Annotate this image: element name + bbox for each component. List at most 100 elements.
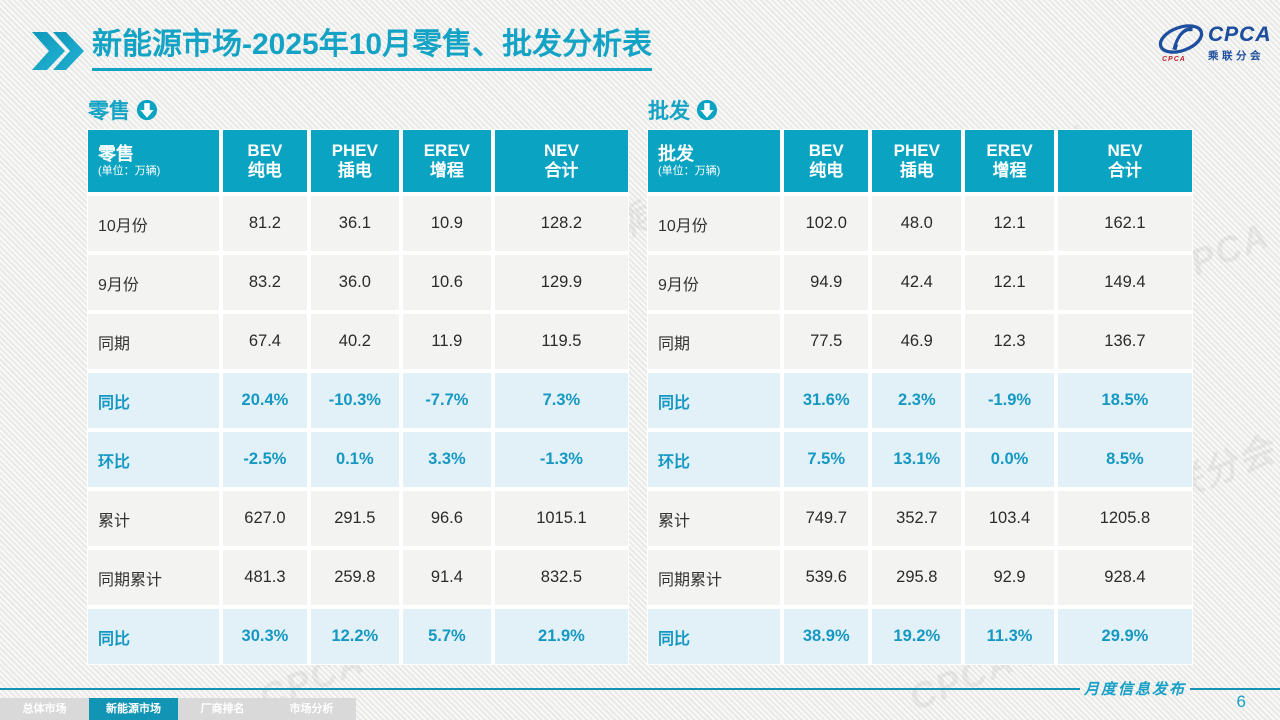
cell-value: -7.7% [402, 373, 491, 428]
cell-value: 94.9 [784, 255, 869, 310]
cell-value: 129.9 [494, 255, 628, 310]
cell-value: 10.9 [402, 196, 491, 251]
row-label: 同期 [648, 314, 780, 369]
cell-value: 119.5 [494, 314, 628, 369]
row-label: 同期累计 [88, 550, 219, 605]
cell-value: 128.2 [494, 196, 628, 251]
column-header-en: EREV [986, 140, 1033, 160]
cell-value: 92.9 [965, 550, 1054, 605]
row-label: 9月份 [648, 255, 780, 310]
column-header-zh: 纯电 [809, 161, 844, 180]
bottom-nav-tabs: 总体市场 新能源市场 厂商排名 市场分析 [0, 698, 356, 720]
cell-value: 352.7 [872, 491, 962, 546]
down-arrow-circle-icon [696, 99, 718, 121]
cell-value: 1015.1 [494, 491, 628, 546]
column-header-en: PHEV [893, 140, 940, 160]
column-header-en: PHEV [331, 140, 378, 160]
cell-value: 12.2% [310, 609, 399, 664]
cell-value: 8.5% [1057, 432, 1192, 487]
row-label: 10月份 [648, 196, 780, 251]
page-title: 新能源市场-2025年10月零售、批发分析表 [92, 28, 653, 71]
cell-value: 12.1 [965, 255, 1054, 310]
table-header-name: 零售 [98, 143, 134, 164]
wholesale-table: 批发 (单位：万辆) BEV 纯电 PHEV 插电 EREV 增程 NEV 合计 10月份 102.0… [648, 130, 1192, 664]
cpca-logo-main-text: CPCA [1208, 23, 1272, 46]
cell-value: 10.6 [402, 255, 491, 310]
column-header-zh: 增程 [992, 161, 1027, 180]
footer-divider-left [0, 688, 1080, 690]
cpca-logo-mini-text: CPCA [1162, 56, 1186, 63]
cell-value: 30.3% [223, 609, 307, 664]
cell-value: 162.1 [1057, 196, 1192, 251]
table-header-name: 批发 [658, 143, 694, 164]
cpca-logo-text: CPCA 乘联分会 [1208, 24, 1272, 63]
column-header-phev: PHEV 插电 [310, 130, 399, 192]
wholesale-caption-label: 批发 [648, 100, 690, 123]
cell-value: 2.3% [872, 373, 962, 428]
cell-value: 81.2 [223, 196, 307, 251]
row-label: 同比 [648, 373, 780, 428]
tab-厂商排名[interactable]: 厂商排名 [178, 698, 267, 720]
cell-value: 67.4 [223, 314, 307, 369]
row-label: 累计 [88, 491, 219, 546]
column-header-en: NEV [543, 140, 579, 160]
cell-value: 36.1 [310, 196, 399, 251]
column-header-en: BEV [808, 140, 844, 160]
page-title-rest: -2025年10月零售、批发分析表 [242, 28, 653, 61]
double-chevron-icon [32, 32, 84, 70]
cell-value: 481.3 [223, 550, 307, 605]
tab-市场分析[interactable]: 市场分析 [267, 698, 356, 720]
cell-value: 40.2 [310, 314, 399, 369]
cell-value: 291.5 [310, 491, 399, 546]
cell-value: 1205.8 [1057, 491, 1192, 546]
cell-value: 42.4 [872, 255, 962, 310]
wholesale-table-section: 批发 批发 (单位：万辆) BEV 纯电 PHEV 插电 EREV 增程 NEV 合计 10月份 10… [648, 96, 1192, 664]
column-header-bev: BEV 纯电 [223, 130, 307, 192]
column-header-zh: 纯电 [247, 161, 282, 180]
cell-value: 627.0 [223, 491, 307, 546]
row-label: 同比 [648, 609, 780, 664]
row-label: 环比 [88, 432, 219, 487]
cell-value: 7.5% [784, 432, 869, 487]
cell-value: 38.9% [784, 609, 869, 664]
cell-value: 7.3% [494, 373, 628, 428]
cpca-logo-emblem-icon [1158, 24, 1204, 54]
column-header-erev: EREV 增程 [965, 130, 1054, 192]
cell-value: 20.4% [223, 373, 307, 428]
cell-value: 31.6% [784, 373, 869, 428]
cell-value: -2.5% [223, 432, 307, 487]
column-header-en: BEV [247, 140, 283, 160]
column-header-en: NEV [1107, 140, 1143, 160]
cell-value: 102.0 [784, 196, 869, 251]
column-header-nev: NEV 合计 [1057, 130, 1192, 192]
row-label: 同期累计 [648, 550, 780, 605]
cell-value: 832.5 [494, 550, 628, 605]
footer-divider-right [1190, 688, 1280, 690]
cell-value: 46.9 [872, 314, 962, 369]
cell-value: -10.3% [310, 373, 399, 428]
tab-新能源市场[interactable]: 新能源市场 [89, 698, 178, 720]
cell-value: 83.2 [223, 255, 307, 310]
table-header-unit: (单位：万辆) [98, 165, 161, 178]
cell-value: 749.7 [784, 491, 869, 546]
row-label: 同比 [88, 609, 219, 664]
cell-value: 96.6 [402, 491, 491, 546]
column-header-phev: PHEV 插电 [872, 130, 962, 192]
cell-value: 149.4 [1057, 255, 1192, 310]
cell-value: 12.3 [965, 314, 1054, 369]
column-header-zh: 插电 [899, 161, 934, 180]
wholesale-caption: 批发 [648, 96, 1192, 124]
table-header-label: 零售 (单位：万辆) [88, 130, 219, 192]
cell-value: 11.9 [402, 314, 491, 369]
tab-总体市场[interactable]: 总体市场 [0, 698, 89, 720]
cell-value: 11.3% [965, 609, 1054, 664]
cell-value: 259.8 [310, 550, 399, 605]
cell-value: 19.2% [872, 609, 962, 664]
retail-caption: 零售 [88, 96, 628, 124]
retail-table-section: 零售 零售 (单位：万辆) BEV 纯电 PHEV 插电 EREV 增程 NEV 合计 10月份 81… [88, 96, 628, 664]
cell-value: 18.5% [1057, 373, 1192, 428]
retail-table: 零售 (单位：万辆) BEV 纯电 PHEV 插电 EREV 增程 NEV 合计 10月份 81.2 3… [88, 130, 628, 664]
cell-value: 13.1% [872, 432, 962, 487]
cell-value: 0.1% [310, 432, 399, 487]
